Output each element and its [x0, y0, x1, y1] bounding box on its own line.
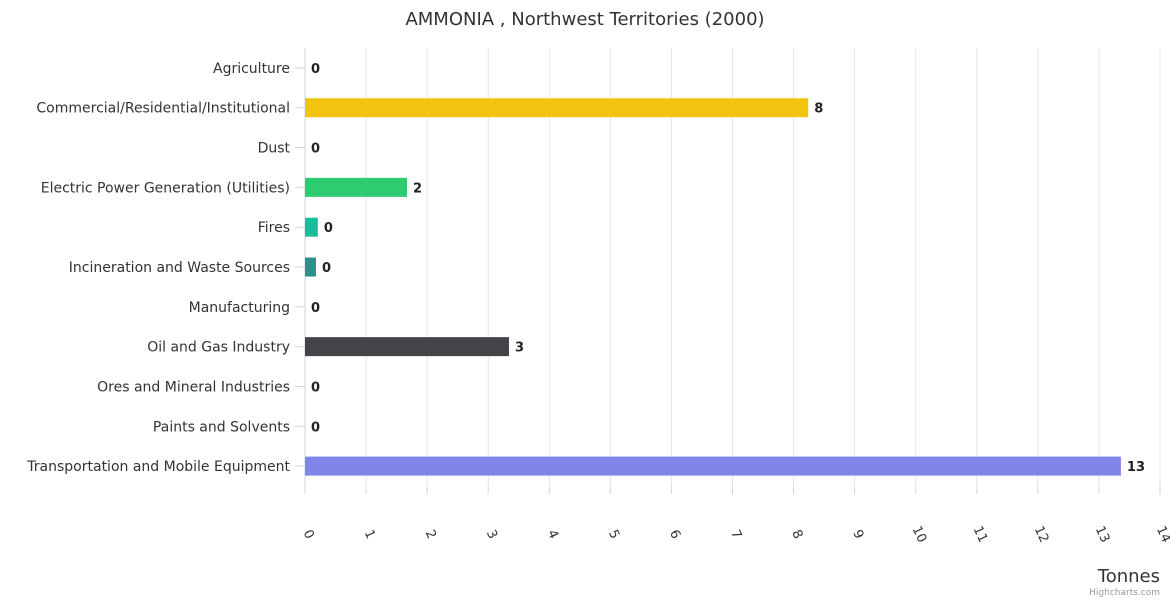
x-tick-label: 6 [666, 528, 683, 542]
credits-link[interactable]: Highcharts.com [1089, 588, 1160, 598]
x-tick-label: 7 [727, 528, 744, 542]
data-label: 3 [515, 341, 524, 356]
data-label: 0 [311, 301, 320, 316]
x-tick-label: 13 [1092, 524, 1113, 545]
bar [305, 98, 809, 118]
category-label: Paints and Solvents [153, 419, 290, 435]
data-label: 0 [311, 62, 320, 77]
x-tick-label: 9 [849, 528, 866, 542]
x-tick-label: 0 [300, 528, 317, 542]
data-label: 0 [311, 420, 320, 435]
category-label: Transportation and Mobile Equipment [26, 459, 290, 475]
bar [305, 177, 407, 197]
x-tick-label: 10 [909, 524, 930, 545]
category-label: Agriculture [213, 61, 290, 77]
data-label: 8 [814, 102, 823, 117]
data-label: 2 [413, 181, 422, 196]
x-tick-label: 5 [605, 528, 622, 542]
x-tick-label: 3 [483, 528, 500, 542]
category-label: Incineration and Waste Sources [69, 260, 290, 276]
data-label: 0 [311, 380, 320, 395]
x-tick-label: 12 [1031, 524, 1052, 545]
x-tick-label: 8 [788, 528, 805, 542]
category-label: Dust [258, 141, 291, 157]
category-label: Electric Power Generation (Utilities) [41, 180, 290, 196]
data-label: 0 [322, 261, 331, 276]
x-tick-label: 14 [1153, 524, 1170, 545]
x-tick-label: 1 [361, 528, 378, 542]
x-tick-label: 11 [970, 524, 991, 545]
category-label: Oil and Gas Industry [147, 340, 290, 356]
data-label: 13 [1127, 460, 1145, 475]
axis-title: Tonnes [1097, 566, 1160, 587]
x-tick-label: 4 [544, 528, 561, 542]
bar [305, 456, 1121, 476]
chart-title: AMMONIA , Northwest Territories (2000) [405, 9, 764, 30]
bar [305, 217, 318, 237]
category-label: Manufacturing [189, 300, 290, 316]
data-label: 0 [324, 221, 333, 236]
bar [305, 337, 509, 357]
category-label: Fires [258, 220, 290, 236]
category-label: Ores and Mineral Industries [97, 379, 290, 395]
data-label: 0 [311, 142, 320, 157]
bar [305, 257, 316, 277]
x-tick-label: 2 [422, 528, 439, 542]
category-label: Commercial/Residential/Institutional [36, 101, 290, 117]
